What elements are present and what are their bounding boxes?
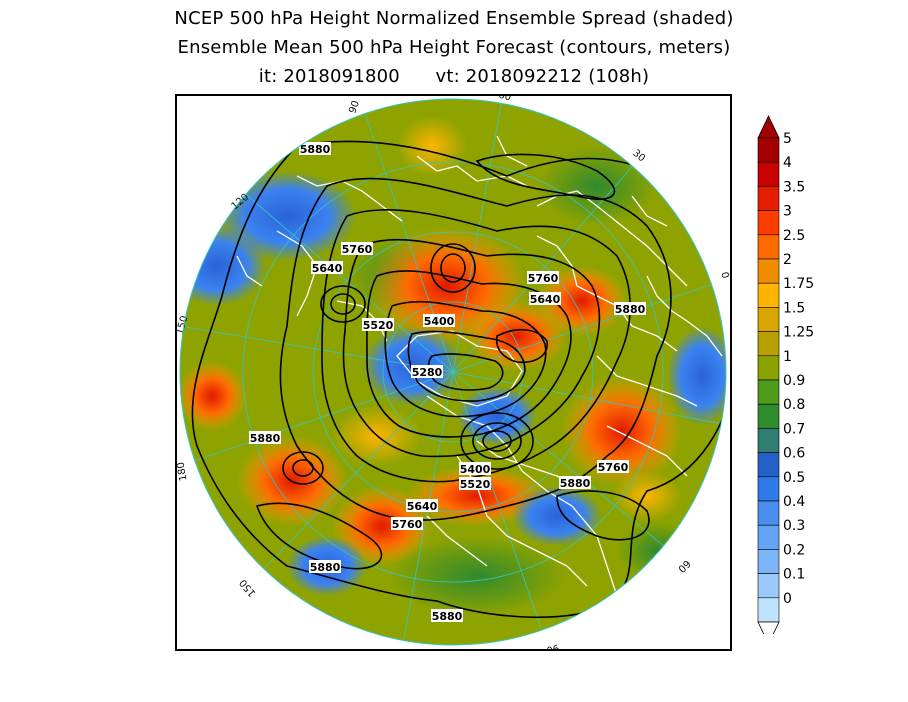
contour-label-bg [459,462,491,475]
colorbar-swatch [757,355,780,381]
colorbar-label: 0.5 [783,470,805,486]
contour-label: 5640 [407,500,438,513]
longitude-label: 90 [545,641,560,649]
colorbar-swatch [757,307,780,332]
colorbar-swatch [757,476,780,502]
colorbar-swatch [757,137,780,163]
colorbar-label: 5 [783,131,792,147]
colorbar-label: 2.5 [783,228,805,244]
contour-label-bg [527,271,559,284]
longitude-label: 30 [630,148,647,165]
colorbar-swatch [757,403,780,429]
contour-label-bg [362,318,394,331]
height-contours [191,140,726,618]
longitude-label: 60 [675,557,692,574]
colorbar-swatch [757,234,780,260]
colorbar-min-arrow [757,621,780,634]
contour-label: 5880 [310,561,341,574]
contour-label: 5760 [528,272,559,285]
colorbar-label: 0.8 [783,397,805,413]
colorbar-swatch [757,282,780,308]
colorbar-swatch [757,524,780,550]
colorbar-label: 0.7 [783,421,805,437]
contour-label: 5400 [460,463,491,476]
contour-label-bg [341,242,373,255]
colorbar-swatch [757,428,780,453]
longitude-label: 150 [238,577,259,599]
contour-label: 5760 [598,461,629,474]
contour-label-bg [411,365,443,378]
longitude-label: 0 [718,271,730,280]
longitude-label: 180 [177,461,190,482]
contour-label-bg [529,292,561,305]
colorbar: 5 4 3.5 3 2.5 2 1.75 1.5 1.25 1 0.9 0.8 0.7 0.6 0.5 0.4… [757,115,814,634]
longitude-label: 120 [391,647,411,649]
colorbar-swatch [757,210,780,236]
colorbar-label: 0.9 [783,373,805,389]
contour-label-bg [614,302,646,315]
spread-shading [180,99,726,645]
polar-map: 5880 5760 5640 5520 5400 5280 5760 5640 5880 5400… [177,96,730,649]
contour-label: 5520 [460,478,491,491]
contour-label: 5880 [300,143,331,156]
contour-label: 5760 [392,518,423,531]
colorbar-label: 3 [783,204,792,220]
colorbar-label: 1.5 [783,300,805,316]
chart-title-line-2: Ensemble Mean 500 hPa Height Forecast (c… [177,37,731,58]
contour-label: 5880 [560,477,591,490]
colorbar-label: 1.75 [783,276,814,292]
contour-label: 5880 [250,432,281,445]
contour-label-bg [249,431,281,444]
contour-label-bg [309,560,341,573]
colorbar-label: 3.5 [783,179,805,195]
contour-label-bg [299,142,331,155]
colorbar-label: 0 [783,591,792,607]
contour-label-bg [459,477,491,490]
contour-label: 5880 [432,610,463,623]
colorbar-swatch [757,331,780,357]
contour-label-bg [311,261,343,274]
colorbar-swatch [757,452,780,478]
contour-label-bg [431,609,463,622]
colorbar-swatch [757,549,780,574]
colorbar-max-arrow [757,115,780,139]
contour-labels: 5880 5760 5640 5520 5400 5280 5760 5640 5880 5400… [249,142,646,623]
contour-label-bg [391,517,423,530]
contour-label-bg [559,476,591,489]
longitude-label: 60 [497,96,512,104]
contour-label: 5880 [615,303,646,316]
longitude-label: 30 [729,419,730,433]
colorbar-label: 0.2 [783,542,805,558]
graticule [180,99,726,645]
contour-label: 5760 [342,243,373,256]
longitude-label: 90 [347,99,362,115]
colorbar-swatch [757,597,780,623]
colorbar-label: 4 [783,155,792,171]
contour-label: 5520 [363,319,394,332]
contour-label: 5280 [412,366,443,379]
colorbar-swatch [757,573,780,599]
colorbar-label: 1.25 [783,325,814,341]
chart-title-line-1: NCEP 500 hPa Height Normalized Ensemble … [174,8,734,29]
contour-label: 5640 [530,293,561,306]
contour-label-bg [423,314,455,327]
colorbar-label: 0.4 [783,494,805,510]
colorbar-label: 0.1 [783,567,805,583]
colorbar-label: 1 [783,349,792,365]
contour-label-bg [406,499,438,512]
contour-label: 5640 [312,262,343,275]
contour-label: 5400 [424,315,455,328]
colorbar-swatch [757,186,780,211]
colorbar-swatch [757,258,780,284]
colorbar-swatch [757,500,780,526]
colorbar-label: 0.3 [783,518,805,534]
chart-title-line-3: it: 2018091800 vt: 2018092212 (108h) [258,66,650,87]
map-frame: 5880 5760 5640 5520 5400 5280 5760 5640 5880 5400… [175,94,732,651]
colorbar-swatch [757,161,780,187]
contour-label-bg [597,460,629,473]
colorbar-label: 0.6 [783,446,805,462]
colorbar-swatch [757,379,780,405]
colorbar-label: 2 [783,252,792,268]
